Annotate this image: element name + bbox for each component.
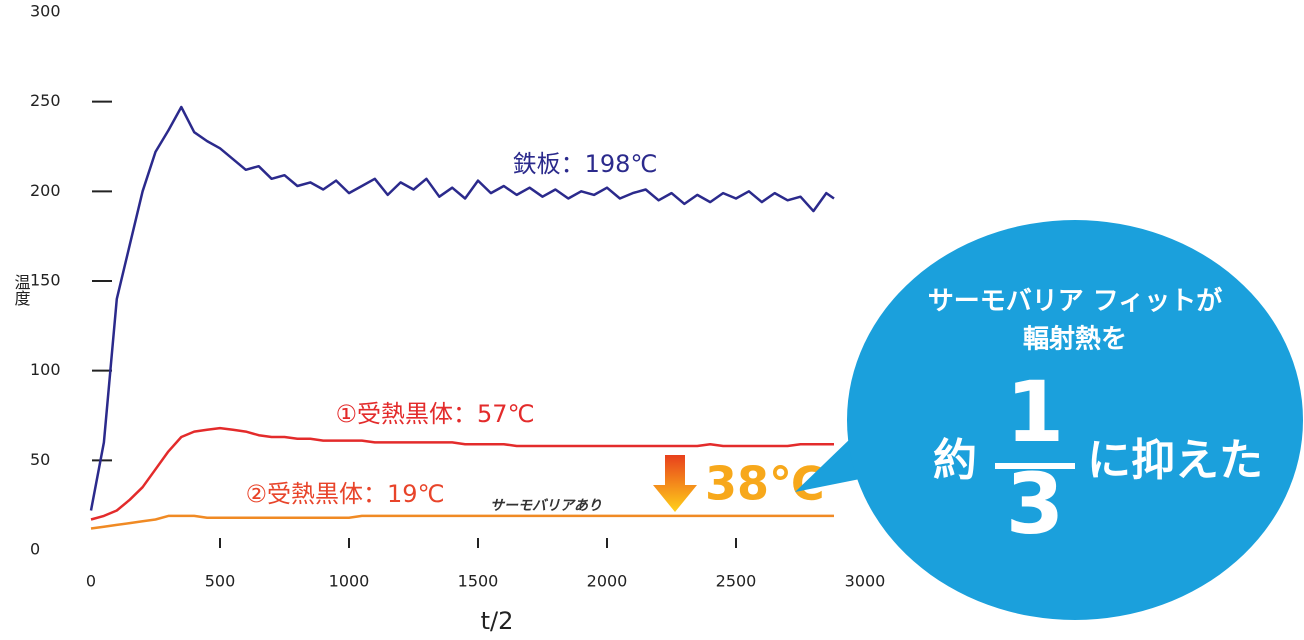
arrow — [653, 455, 697, 512]
x-tick-label: 3000 — [845, 572, 886, 591]
x-axis-label: t/2 — [481, 607, 514, 635]
series-label: ②受熱黒体：19℃ — [245, 480, 444, 508]
x-tick-label: 1000 — [329, 572, 370, 591]
x-tick-label: 2000 — [587, 572, 628, 591]
series-line — [89, 105, 835, 511]
x-tick-label: 2500 — [716, 572, 757, 591]
bubble-text: 輻射熱を — [1023, 324, 1127, 355]
y-tick-label: 200 — [30, 181, 61, 200]
x-tick-label: 500 — [205, 572, 236, 591]
series-label: ①受熱黒体：57℃ — [335, 400, 534, 428]
bubble-text: サーモバリア フィットが — [928, 286, 1223, 317]
x-tick-label: 0 — [86, 572, 96, 591]
x-tick-label: 1500 — [458, 572, 499, 591]
y-tick-label: 300 — [30, 2, 61, 21]
y-tick-label: 100 — [30, 360, 61, 379]
bubble — [847, 220, 1303, 620]
bubble-text: に抑えた — [1087, 435, 1263, 486]
bubble-text: 約 — [933, 435, 977, 486]
y-axis-label: 温度 — [12, 274, 31, 306]
series-label: 鉄板：198℃ — [513, 150, 658, 178]
annotation: サーモバリアあり — [490, 498, 602, 514]
bubble-text: 3 — [1006, 455, 1064, 553]
y-tick-label: 50 — [30, 450, 50, 469]
y-tick-label: 250 — [30, 91, 61, 110]
y-tick-label: 150 — [30, 271, 61, 290]
series-line — [90, 514, 834, 530]
series-line — [90, 426, 834, 521]
bubble-text: 1 — [1006, 363, 1064, 461]
y-tick-label: 0 — [30, 540, 40, 559]
